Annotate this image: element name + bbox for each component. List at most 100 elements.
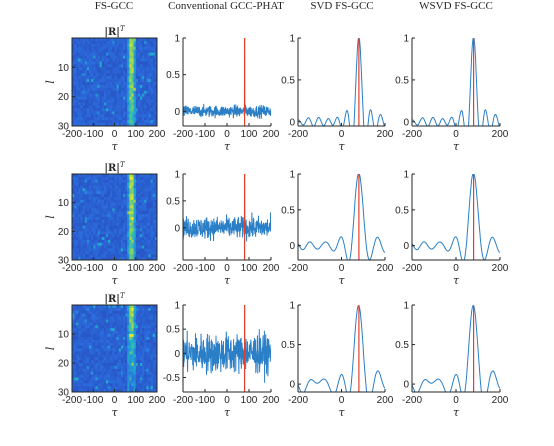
x-tick-label: 0 (112, 129, 118, 140)
heatmap-cell (144, 345, 147, 349)
heatmap-cell (125, 231, 128, 235)
heatmap-cell (118, 55, 122, 59)
heatmap-cell (76, 208, 79, 212)
heatmap-cell (135, 102, 139, 106)
heatmap-cell (82, 380, 86, 384)
heatmap-cell (91, 38, 94, 42)
heatmap-cell (93, 70, 96, 74)
heatmap-cell (72, 310, 75, 315)
heatmap-cell (82, 40, 86, 45)
heatmap-cell (127, 76, 130, 80)
heatmap-cell (93, 222, 96, 226)
heatmap-cell (118, 79, 122, 83)
heatmap-cell (78, 374, 81, 378)
heatmap-cell (106, 325, 109, 329)
heatmap-cell (72, 123, 75, 127)
heatmap-cell (97, 38, 101, 42)
heatmap-cell (103, 105, 107, 109)
heatmap-cell (72, 316, 75, 320)
heatmap-cell (95, 102, 98, 106)
heatmap-cell (131, 96, 135, 100)
heatmap-cell (129, 40, 132, 45)
heatmap-cell (118, 199, 122, 204)
heatmap-cell (78, 205, 81, 209)
heatmap-cell (152, 257, 156, 261)
heatmap-cell (146, 182, 149, 186)
heatmap-cell (74, 202, 77, 206)
heatmap-cell (106, 305, 109, 309)
heatmap-cell (91, 336, 94, 341)
heatmap-cell (76, 363, 79, 367)
heatmap-cell (125, 191, 128, 195)
heatmap-cell (95, 214, 98, 218)
heatmap-cell (137, 305, 141, 309)
heatmap-cell (125, 316, 128, 320)
heatmap-cell (112, 336, 115, 341)
heatmap-cell (131, 313, 135, 317)
heatmap-cell (110, 242, 113, 247)
heatmap-cell (110, 307, 113, 312)
heatmap-cell (133, 386, 137, 390)
heatmap-cell (131, 120, 135, 124)
heatmap-cell (120, 254, 124, 258)
heatmap-cell (112, 73, 115, 77)
heatmap-cell (101, 87, 105, 92)
heatmap-cell (144, 70, 147, 74)
heatmap-cell (108, 211, 111, 215)
heatmap-cell (144, 55, 147, 59)
heatmap-cell (93, 196, 96, 201)
heatmap-cell (116, 179, 120, 183)
heatmap-cell (125, 357, 128, 361)
heatmap-cell (78, 111, 81, 115)
heatmap-cell (106, 307, 109, 312)
heatmap-cell (152, 188, 156, 192)
heatmap-cell (118, 93, 122, 98)
heatmap-cell (80, 76, 84, 80)
heatmap-cell (148, 257, 152, 261)
heatmap-cell (152, 234, 156, 238)
heatmap-cell (154, 90, 158, 95)
heatmap-cell (148, 357, 152, 361)
heatmap-cell (89, 73, 92, 77)
heatmap-cell (152, 38, 156, 42)
heatmap-cell (150, 174, 154, 178)
heatmap-cell (95, 377, 98, 381)
heatmap-cell (146, 217, 149, 221)
heatmap-cell (142, 219, 145, 224)
heatmap-cell (123, 111, 126, 115)
heatmap-cell (148, 105, 152, 109)
heatmap-cell (118, 67, 122, 71)
heatmap-cell (154, 248, 158, 252)
heatmap-cell (150, 58, 154, 62)
heatmap-cell (80, 328, 84, 332)
heatmap-cell (129, 336, 132, 341)
heatmap-cell (140, 76, 143, 80)
heatmap-cell (97, 345, 101, 349)
heatmap-cell (118, 40, 122, 45)
heatmap-cell (78, 188, 81, 192)
heatmap-cell (82, 368, 86, 373)
heatmap-cell (125, 374, 128, 378)
heatmap-cell (131, 342, 135, 346)
heatmap-cell (148, 345, 152, 349)
heatmap-cell (89, 245, 92, 249)
heatmap-cell (97, 49, 101, 54)
heatmap-cell (112, 334, 115, 338)
heatmap-cell (82, 105, 86, 109)
heatmap-cell (97, 313, 101, 317)
heatmap-cell (150, 380, 154, 384)
heatmap-cell (99, 93, 103, 98)
y-tick-label: 10 (58, 63, 70, 74)
heatmap-cell (114, 182, 118, 186)
heatmap-cell (78, 43, 81, 48)
heatmap-cell (118, 351, 122, 355)
heatmap-cell (95, 228, 98, 232)
heatmap-cell (84, 205, 88, 209)
heatmap-cell (80, 61, 84, 65)
heatmap-cell (123, 380, 126, 384)
heatmap-cell (110, 237, 113, 241)
heatmap-cell (91, 231, 94, 235)
heatmap-cell (148, 313, 152, 317)
heatmap-cell (137, 99, 141, 103)
heatmap-cell (135, 90, 139, 95)
